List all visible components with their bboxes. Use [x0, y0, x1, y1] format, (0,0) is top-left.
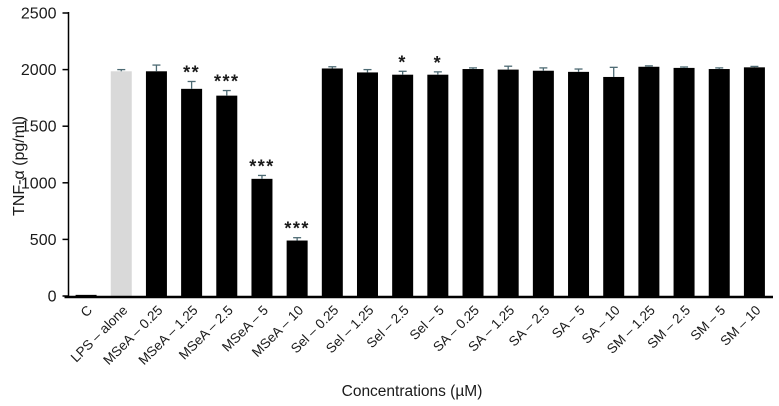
- significance-label: ***: [284, 219, 310, 239]
- significance-label: *: [434, 53, 443, 73]
- bar: [110, 71, 132, 296]
- significance-label: *: [398, 52, 407, 72]
- bar: [427, 74, 449, 296]
- bar: [286, 240, 308, 296]
- bar: [462, 69, 484, 296]
- bar: [673, 67, 695, 296]
- bar: [603, 76, 625, 296]
- bar: [568, 71, 590, 296]
- bar: [743, 67, 765, 296]
- bar: [532, 70, 554, 297]
- significance-label: **: [183, 62, 200, 82]
- significance-label: ***: [249, 156, 275, 176]
- bar: [75, 294, 97, 296]
- bar: [216, 95, 238, 296]
- x-tick-label: C: [78, 302, 96, 320]
- y-tick-label: 500: [30, 232, 57, 249]
- y-tick-label: 2500: [21, 6, 57, 23]
- bar: [251, 178, 273, 296]
- bar: [708, 69, 730, 296]
- significance-label: ***: [214, 72, 240, 92]
- y-tick-label: 2000: [21, 62, 57, 79]
- bar: [392, 74, 414, 296]
- y-tick-label: 1500: [21, 119, 57, 136]
- y-axis-title: TNF-α (pg/ml): [11, 116, 28, 216]
- bar: [356, 72, 378, 297]
- bar: [638, 66, 660, 297]
- bar: [145, 71, 167, 296]
- bar: [321, 68, 343, 296]
- bar: [181, 88, 203, 297]
- y-tick-label: 0: [48, 289, 57, 306]
- x-axis-title: Concentrations (µM): [341, 383, 483, 400]
- y-tick-label: 1000: [21, 175, 57, 192]
- bar: [497, 69, 519, 296]
